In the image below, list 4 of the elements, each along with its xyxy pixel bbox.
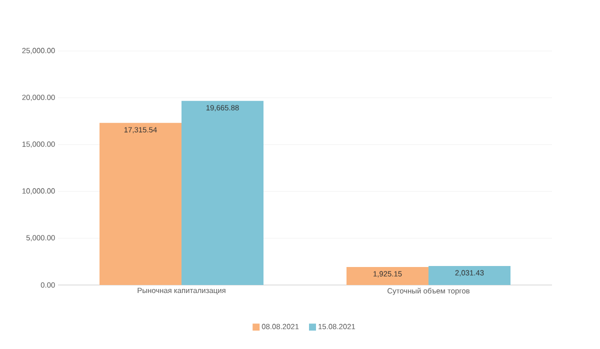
bar — [182, 100, 264, 285]
bar — [100, 122, 182, 285]
bar — [428, 266, 511, 285]
bar — [346, 266, 429, 285]
